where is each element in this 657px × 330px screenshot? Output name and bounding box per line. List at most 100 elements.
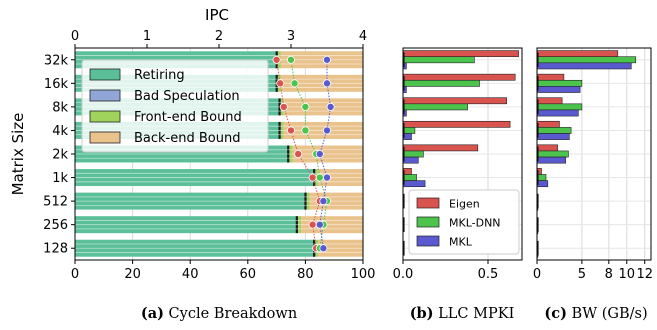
bar-mkl-dnn — [536, 150, 569, 158]
bar-zero-stub — [403, 52, 405, 68]
bar-eigen — [536, 50, 619, 58]
ipc-marker-green — [290, 79, 299, 88]
ipc-marker-red — [272, 55, 281, 64]
ipc-marker-red — [308, 173, 317, 182]
tick-label-y: 4k — [52, 124, 68, 139]
bar-eigen — [402, 73, 516, 81]
bar-mkl — [536, 86, 581, 93]
bar-eigen — [536, 120, 560, 128]
caption-b: (b) LLC MPKI — [410, 305, 515, 322]
tick-label-x: 60 — [240, 267, 257, 282]
bar-mkl — [536, 156, 567, 164]
ipc-marker-blue — [322, 79, 331, 88]
bar-eigen — [402, 50, 519, 58]
legend-swatch — [89, 110, 121, 123]
tick-label-y: 128 — [43, 242, 68, 257]
tick-label-x: 0 — [533, 267, 541, 282]
bar-mkl-dnn — [402, 150, 424, 158]
ipc-marker-green — [286, 55, 295, 64]
legend-implementations: Eigen MKL-DNN MKL — [408, 189, 520, 255]
tick-label-y: 512 — [43, 195, 68, 210]
ipc-marker-red — [276, 79, 285, 88]
bar-eigen — [402, 120, 511, 128]
bar-zero-stub — [537, 193, 539, 209]
bar-zero-stub — [537, 170, 539, 185]
tick-label-y: 32k — [44, 53, 69, 68]
legend-label: Retiring — [134, 68, 185, 83]
ipc-marker-green — [301, 102, 310, 111]
legend-swatch — [89, 89, 121, 102]
ipc-marker-red — [308, 220, 317, 229]
bar-zero-stub — [403, 75, 405, 91]
caption-text: BW (GB/s) — [567, 306, 648, 322]
ipc-marker-blue — [319, 197, 328, 206]
bar-eigen — [536, 97, 563, 105]
bar-mkl — [536, 109, 579, 117]
bar-mkl-dnn — [536, 56, 637, 64]
ipc-line-blue — [319, 59, 332, 249]
ipc-marker-blue — [319, 244, 328, 253]
bar-mkl-dnn — [536, 79, 583, 87]
tick-label-x: 12 — [636, 267, 653, 282]
legend-label: Front-end Bound — [134, 110, 242, 125]
tick-label-x: 100 — [351, 267, 376, 282]
caption-a: (a) Cycle Breakdown — [141, 305, 297, 322]
ipc-marker-red — [286, 126, 295, 135]
ipc-marker-blue — [315, 220, 324, 229]
tick-label-y: 256 — [43, 218, 68, 233]
tick-label-x: 8 — [605, 267, 613, 282]
ipc-marker-green — [301, 126, 310, 135]
legend-cycle-breakdown: Retiring Bad Speculation Front-end Bound Ba… — [81, 59, 269, 153]
y-axis-title: Matrix Size — [9, 113, 27, 196]
bar-mkl-dnn — [402, 79, 480, 87]
bar-mkl — [402, 156, 419, 164]
legend-swatch — [416, 235, 440, 247]
bar-eigen — [402, 144, 479, 152]
ipc-marker-green — [315, 173, 324, 182]
tick-label-ipc: 3 — [287, 29, 295, 44]
bar-mkl-dnn — [536, 103, 583, 111]
caption-label: (c) — [544, 305, 567, 322]
bar-zero-stub — [403, 146, 405, 162]
bar-mkl-dnn — [402, 103, 468, 111]
legend-swatch — [416, 216, 440, 228]
ipc-axis-title: IPC — [205, 6, 229, 24]
legend-label: Bad Speculation — [134, 89, 240, 104]
legend-label: MKL — [449, 236, 473, 249]
bar-mkl — [402, 180, 426, 188]
tick-label-x: 0.0 — [393, 267, 414, 282]
bar-mkl-dnn — [536, 127, 572, 134]
bar-zero-stub — [403, 240, 405, 256]
tick-label-x: 20 — [124, 267, 141, 282]
legend-swatch — [89, 131, 121, 144]
caption-text: Cycle Breakdown — [164, 306, 297, 322]
bar-zero-stub — [403, 217, 405, 233]
tick-label-x: 40 — [182, 267, 199, 282]
legend-label: Eigen — [449, 198, 480, 211]
caption-text: LLC MPKI — [434, 306, 515, 322]
legend-box — [81, 59, 269, 153]
tick-label-x: 80 — [297, 267, 314, 282]
ipc-marker-blue — [322, 55, 331, 64]
captions: (a) Cycle Breakdown (b) LLC MPKI (c) BW (G… — [141, 305, 648, 322]
tick-label-x: 0 — [71, 267, 79, 282]
legend-swatch — [416, 197, 440, 209]
tick-label-ipc: 1 — [143, 29, 151, 44]
chart-bandwidth: 0 5 8 10 12 — [533, 47, 653, 282]
bar-mkl-dnn — [402, 56, 475, 64]
chart-cycle-breakdown: 0 20 40 60 80 100 0 1 2 3 4 IPC 32k 16k 8k 4k 2k 1k 512 256… — [9, 6, 375, 282]
ipc-marker-red — [294, 149, 303, 158]
bar-zero-stub — [403, 123, 405, 138]
bar-zero-stub — [537, 99, 539, 115]
bar-mkl-dnn — [402, 127, 416, 134]
tick-label-y: 8k — [52, 100, 68, 115]
bar-eigen — [402, 97, 507, 105]
tick-label-y: 1k — [52, 171, 68, 186]
caption-label: (a) — [141, 305, 164, 322]
bar-eigen — [536, 73, 565, 81]
bar-zero-stub — [537, 123, 539, 138]
bar-mkl — [536, 62, 632, 70]
plot-frame — [402, 47, 523, 261]
legend-label: MKL-DNN — [449, 217, 501, 230]
